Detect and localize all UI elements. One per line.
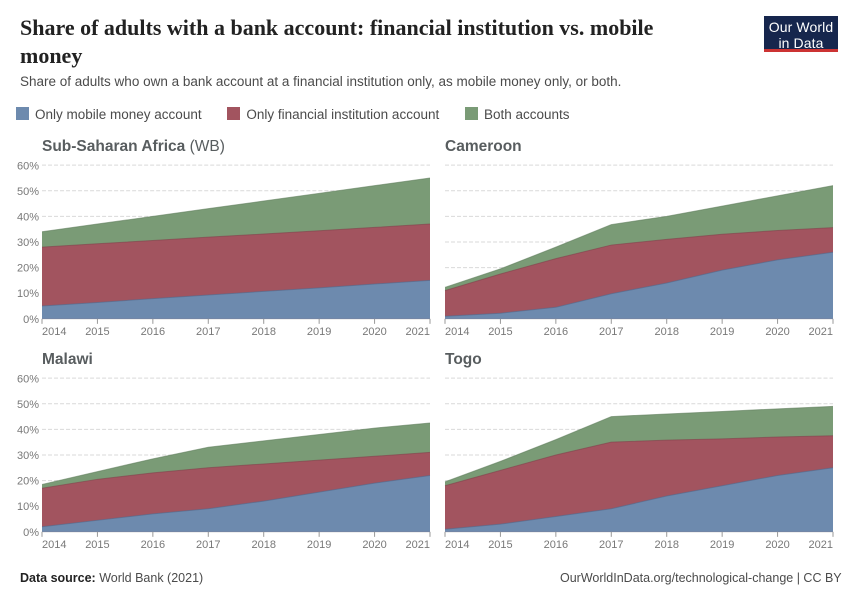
svg-text:2017: 2017 — [599, 326, 623, 338]
svg-text:2017: 2017 — [196, 539, 220, 551]
svg-text:2021: 2021 — [809, 326, 833, 338]
svg-text:10%: 10% — [17, 501, 39, 513]
svg-text:50%: 50% — [17, 186, 39, 198]
svg-text:0%: 0% — [23, 527, 39, 539]
svg-text:60%: 60% — [17, 373, 39, 385]
svg-text:2015: 2015 — [85, 326, 109, 338]
svg-text:2019: 2019 — [307, 326, 331, 338]
svg-text:40%: 40% — [17, 424, 39, 436]
svg-text:30%: 30% — [17, 450, 39, 462]
svg-text:2020: 2020 — [362, 539, 386, 551]
svg-text:2014: 2014 — [42, 539, 66, 551]
svg-text:50%: 50% — [17, 399, 39, 411]
svg-text:30%: 30% — [17, 237, 39, 249]
svg-text:2017: 2017 — [196, 326, 220, 338]
svg-text:2016: 2016 — [141, 326, 165, 338]
svg-text:2017: 2017 — [599, 539, 623, 551]
svg-text:40%: 40% — [17, 211, 39, 223]
svg-text:2021: 2021 — [406, 326, 430, 338]
svg-text:2018: 2018 — [251, 326, 275, 338]
svg-text:2016: 2016 — [544, 539, 568, 551]
svg-text:10%: 10% — [17, 288, 39, 300]
svg-text:2019: 2019 — [307, 539, 331, 551]
svg-text:2021: 2021 — [809, 539, 833, 551]
svg-text:20%: 20% — [17, 476, 39, 488]
svg-text:2014: 2014 — [42, 326, 66, 338]
svg-text:2019: 2019 — [710, 539, 734, 551]
svg-text:2015: 2015 — [488, 539, 512, 551]
svg-text:2016: 2016 — [141, 539, 165, 551]
svg-text:2021: 2021 — [406, 539, 430, 551]
svg-text:2018: 2018 — [654, 539, 678, 551]
svg-text:2019: 2019 — [710, 326, 734, 338]
svg-text:2018: 2018 — [251, 539, 275, 551]
svg-text:60%: 60% — [17, 160, 39, 172]
svg-text:0%: 0% — [23, 314, 39, 326]
svg-text:2016: 2016 — [544, 326, 568, 338]
svg-text:2020: 2020 — [765, 539, 789, 551]
svg-text:2014: 2014 — [445, 539, 469, 551]
svg-text:2020: 2020 — [362, 326, 386, 338]
svg-text:20%: 20% — [17, 263, 39, 275]
svg-text:2015: 2015 — [85, 539, 109, 551]
svg-text:2018: 2018 — [654, 326, 678, 338]
svg-text:2015: 2015 — [488, 326, 512, 338]
svg-text:2014: 2014 — [445, 326, 469, 338]
svg-text:2020: 2020 — [765, 326, 789, 338]
